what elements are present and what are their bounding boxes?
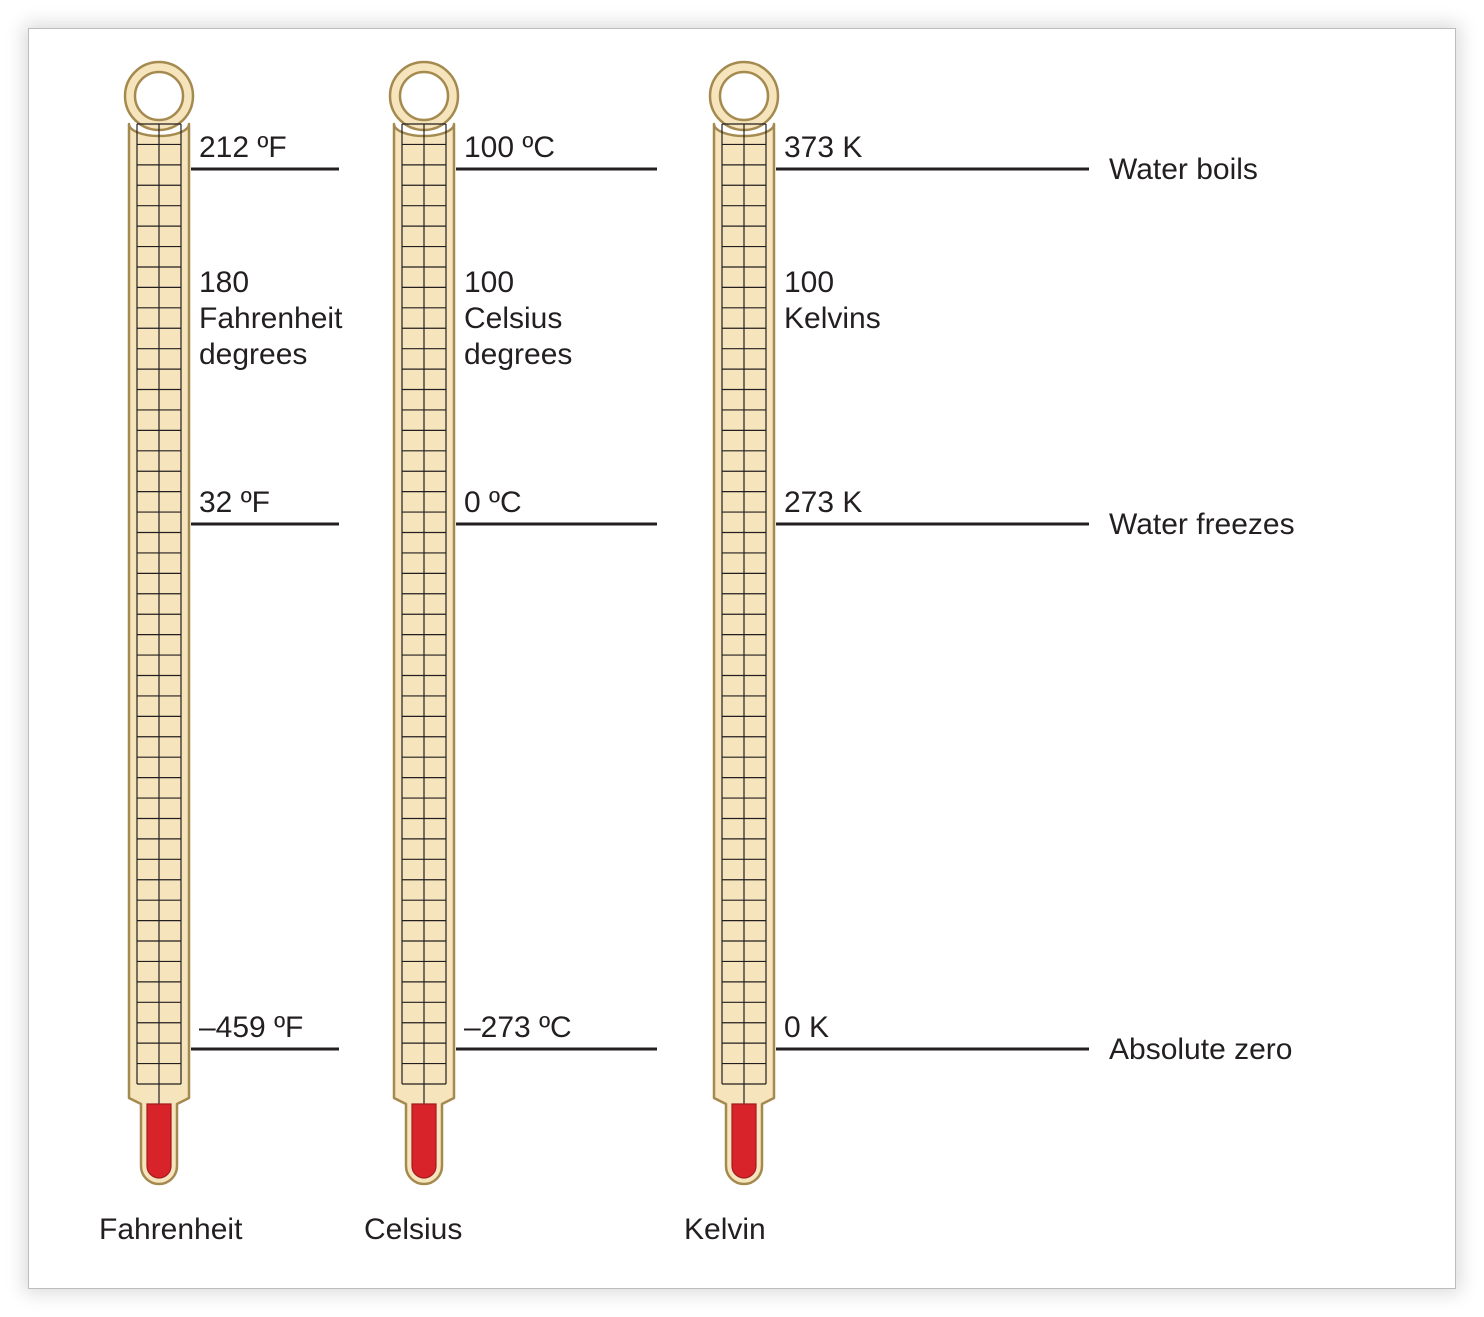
label-kelvin-boil: 373 K	[784, 131, 862, 164]
label-kelvin-abszero: 0 K	[784, 1011, 829, 1044]
label-celsius-span: 100Celsiusdegrees	[464, 266, 572, 371]
thermometer-celsius	[390, 62, 458, 1184]
label-fahrenheit-boil: 212 ºF	[199, 131, 287, 164]
label-celsius-freeze: 0 ºC	[464, 486, 522, 519]
label-celsius-boil: 100 ºC	[464, 131, 555, 164]
scale-name-fahrenheit: Fahrenheit	[99, 1213, 243, 1246]
label-fahrenheit-abszero: –459 ºF	[199, 1011, 303, 1044]
thermometer-fahrenheit	[125, 62, 193, 1184]
label-celsius-abszero: –273 ºC	[464, 1011, 572, 1044]
label-kelvin-freeze: 273 K	[784, 486, 862, 519]
diagram-outer: Fahrenheit 212 ºF 32 ºF –459 ºF 180Fahrenhei…	[0, 0, 1484, 1317]
event-label-abszero: Absolute zero	[1109, 1033, 1292, 1066]
thermometer-kelvin	[710, 62, 778, 1184]
label-fahrenheit-span: 180Fahrenheitdegrees	[199, 266, 343, 371]
diagram-frame: Fahrenheit 212 ºF 32 ºF –459 ºF 180Fahrenhei…	[28, 28, 1456, 1289]
scale-name-kelvin: Kelvin	[684, 1213, 766, 1246]
scale-name-celsius: Celsius	[364, 1213, 462, 1246]
event-label-boil: Water boils	[1109, 153, 1258, 186]
label-fahrenheit-freeze: 32 ºF	[199, 486, 270, 519]
event-label-freeze: Water freezes	[1109, 508, 1295, 541]
label-kelvin-span: 100Kelvins	[784, 266, 881, 335]
temperature-scales-diagram: Fahrenheit 212 ºF 32 ºF –459 ºF 180Fahrenhei…	[29, 29, 1457, 1290]
